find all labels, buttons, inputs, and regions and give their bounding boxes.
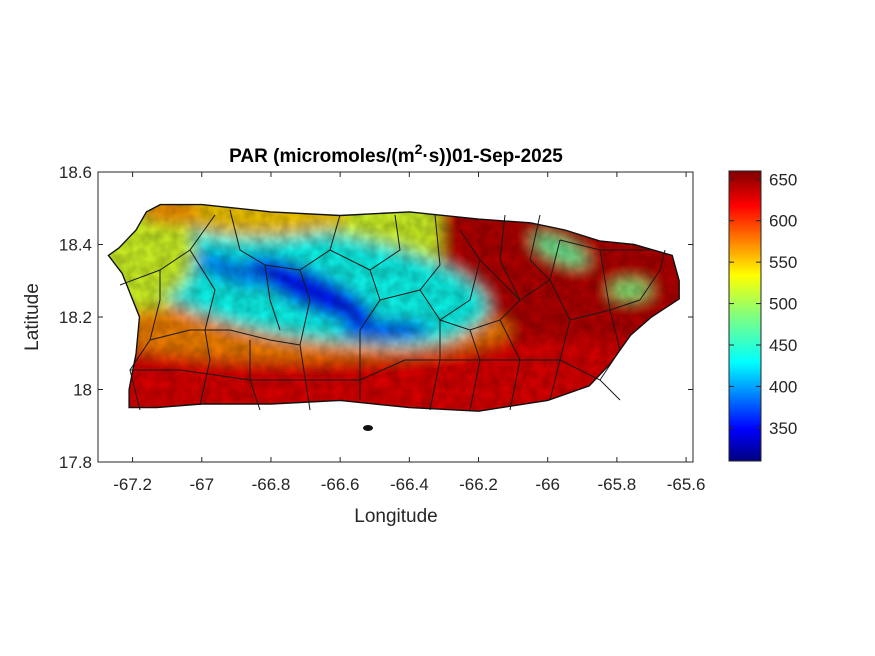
title-main: PAR (micromoles/(m (229, 146, 414, 167)
colorbar-ticks: 350 400 450 500 550 600 650 (729, 170, 797, 438)
y-axis-ticks: 17.8 18 18.2 18.4 18.6 (59, 163, 693, 472)
colorbar-tick-label: 350 (769, 419, 797, 438)
municipality-boundary (299, 269, 311, 411)
municipality-boundary (264, 214, 341, 271)
municipality-boundary (189, 249, 216, 406)
y-axis-label: Latitude (22, 283, 43, 351)
x-tick-label: -66 (535, 475, 560, 494)
y-tick-label: 18.4 (59, 236, 92, 255)
colorbar-tick-label: 450 (769, 336, 797, 355)
colorbar-tick-label: 650 (769, 170, 797, 189)
municipality-boundary (520, 359, 621, 401)
municipality-boundary (149, 329, 301, 346)
x-tick-label: -65.8 (598, 475, 637, 494)
municipality-boundary (529, 214, 551, 281)
y-tick-label: 18 (73, 381, 92, 400)
x-tick-label: -66.8 (252, 475, 291, 494)
caja-de-muertos-island (363, 425, 373, 431)
municipality-boundary (549, 279, 571, 401)
title-superscript: 2 (415, 141, 423, 157)
municipality-boundary (129, 270, 161, 411)
colorbar-tick-label: 500 (769, 295, 797, 314)
municipality-boundaries (119, 209, 666, 411)
island-coastline (107, 203, 680, 412)
x-tick-label: -65.6 (667, 475, 706, 494)
colorbar (728, 170, 762, 462)
municipality-boundary (439, 299, 521, 331)
municipality-boundary (379, 214, 441, 301)
x-axis-ticks: -67.2 -67 -66.8 -66.6 -66.4 -66.2 -66 -65.8 -65.… (113, 172, 705, 494)
title-tail: ·s))01-Sep-2025 (422, 146, 563, 167)
colorbar-tick-label: 600 (769, 212, 797, 231)
x-axis-label: Longitude (354, 506, 437, 527)
x-tick-label: -66.4 (390, 475, 429, 494)
municipality-boundary (499, 214, 521, 301)
x-tick-label: -66.2 (459, 475, 498, 494)
x-tick-label: -67.2 (113, 475, 152, 494)
municipality-boundary (439, 259, 481, 321)
y-tick-label: 18.6 (59, 163, 92, 182)
chart-title: PAR (micromoles/(m2·s))01-Sep-2025 (229, 141, 563, 167)
municipality-boundary (559, 239, 650, 251)
municipality-boundary (130, 359, 406, 381)
y-tick-label: 18.2 (59, 308, 92, 327)
municipality-boundary (369, 214, 401, 271)
y-tick-label: 17.8 (59, 453, 92, 472)
municipality-boundary (419, 289, 441, 411)
municipality-boundary (119, 214, 216, 286)
x-tick-label: -66.6 (321, 475, 360, 494)
colorbar-tick-label: 550 (769, 253, 797, 272)
x-tick-label: -67 (189, 475, 214, 494)
municipality-boundary (639, 249, 666, 301)
colorbar-tick-label: 400 (769, 377, 797, 396)
